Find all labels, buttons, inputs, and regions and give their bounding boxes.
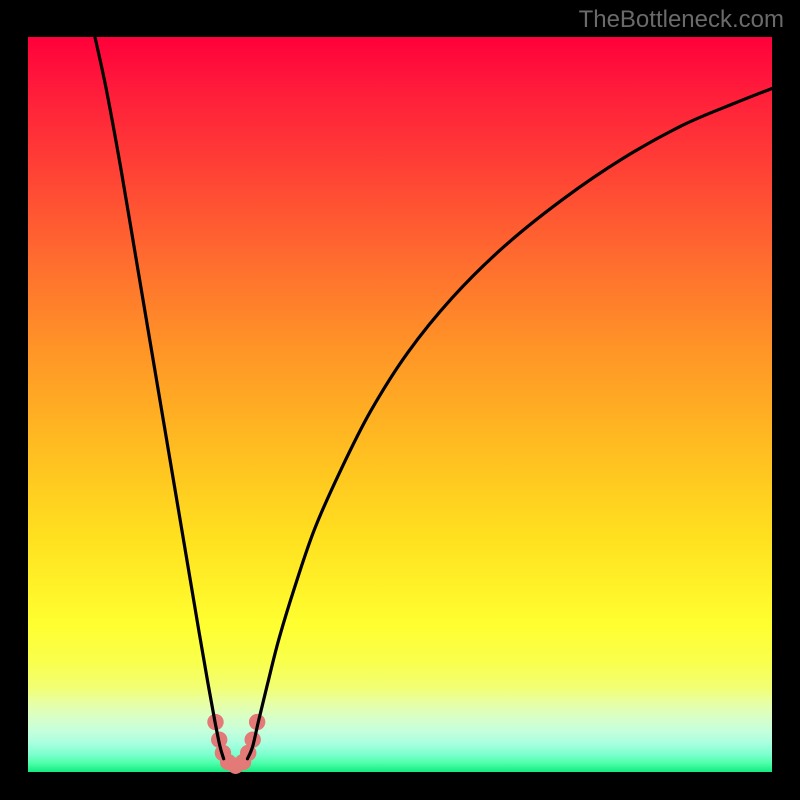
chart-svg bbox=[0, 0, 800, 800]
chart-stage: TheBottleneck.com bbox=[0, 0, 800, 800]
watermark-text: TheBottleneck.com bbox=[579, 6, 784, 34]
plot-area bbox=[28, 37, 772, 774]
gradient-background bbox=[28, 37, 772, 772]
